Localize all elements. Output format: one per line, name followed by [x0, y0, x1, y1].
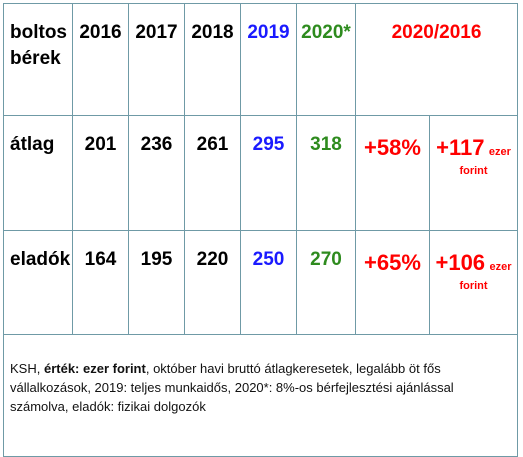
- cell-absolute-change: +117 ezer forint: [428, 115, 519, 231]
- change-unit: ezer: [488, 146, 511, 158]
- header-year-2018: 2018: [184, 3, 241, 116]
- header-label-line2: bérek: [10, 48, 61, 69]
- cell-2018: 261: [184, 115, 241, 231]
- cell-2016: 201: [72, 115, 129, 231]
- change-unit-currency: forint: [459, 280, 488, 292]
- cell-2017: 236: [128, 115, 185, 231]
- header-year-2019: 2019: [240, 3, 297, 116]
- header-row: boltos bérek 2016 2017 2018 2019 2020* 2…: [3, 3, 519, 116]
- row-label: átlag: [3, 115, 73, 231]
- header-year-2020: 2020*: [296, 3, 356, 116]
- note-row: KSH, érték: ezer forint, október havi br…: [2, 334, 519, 457]
- row-label: eladók: [3, 230, 73, 335]
- cell-absolute-change: +106 ezer forint: [428, 230, 519, 335]
- cell-2018: 220: [184, 230, 241, 335]
- wage-table: boltos bérek 2016 2017 2018 2019 2020* 2…: [2, 3, 519, 457]
- change-value: +117: [436, 135, 485, 160]
- cell-2019: 295: [240, 115, 297, 231]
- header-year-2017: 2017: [128, 3, 185, 116]
- cell-percent-change: +65%: [355, 230, 430, 335]
- cell-2020: 270: [296, 230, 356, 335]
- table-row: átlag 201 236 261 295 318 +58% +117 ezer…: [3, 115, 519, 231]
- change-unit: ezer: [489, 261, 512, 273]
- cell-2020: 318: [296, 115, 356, 231]
- header-label-cell: boltos bérek: [3, 3, 73, 116]
- table-row: eladók 164 195 220 250 270 +65% +106 eze…: [3, 230, 519, 335]
- note-text-start: KSH,: [10, 361, 44, 376]
- cell-2019: 250: [240, 230, 297, 335]
- wage-table-figure: boltos bérek 2016 2017 2018 2019 2020* 2…: [2, 3, 519, 457]
- change-unit-currency: forint: [459, 165, 488, 177]
- header-compare: 2020/2016: [354, 3, 519, 116]
- cell-percent-change: +58%: [355, 115, 430, 231]
- note-unit-bold: érték: ezer forint: [43, 361, 146, 376]
- cell-2017: 195: [128, 230, 185, 335]
- change-value: +106: [435, 250, 486, 275]
- header-label-line1: boltos: [10, 22, 67, 43]
- cell-2016: 164: [72, 230, 129, 335]
- header-year-2016: 2016: [72, 3, 129, 116]
- source-note: KSH, érték: ezer forint, október havi br…: [2, 334, 519, 457]
